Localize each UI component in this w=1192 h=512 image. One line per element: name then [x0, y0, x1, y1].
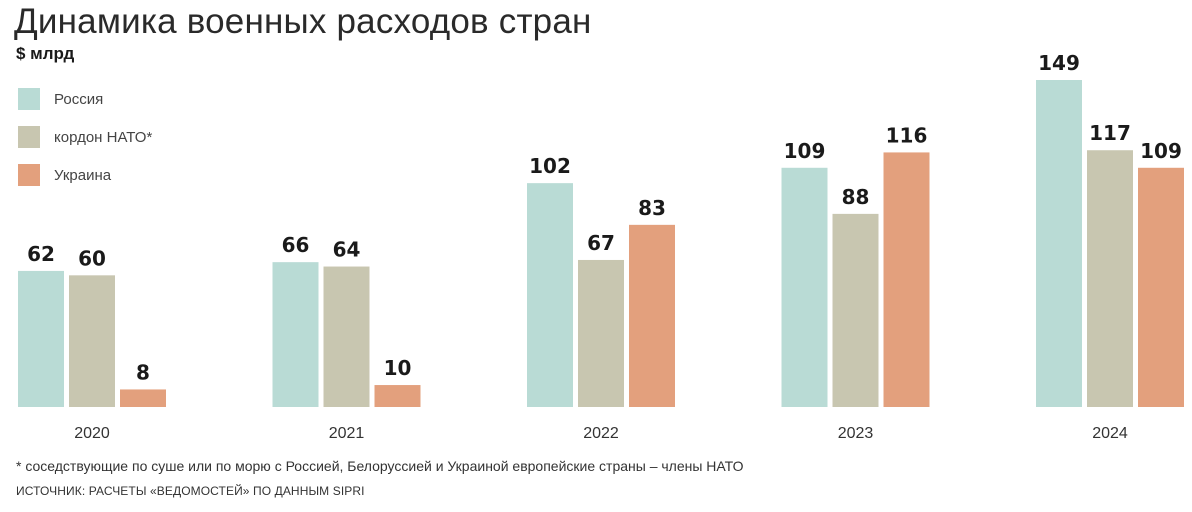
- legend-item-ukraine: Украина: [18, 156, 152, 194]
- bar-nato-2021: [323, 266, 370, 407]
- data-label-nato-2021: 64: [333, 238, 361, 262]
- data-label-russia-2024: 149: [1038, 51, 1080, 75]
- data-label-nato-2020: 60: [78, 246, 106, 270]
- data-label-nato-2022: 67: [587, 231, 615, 255]
- data-label-ukraine-2020: 8: [136, 360, 150, 384]
- bar-nato-2024: [1087, 150, 1133, 407]
- data-label-russia-2021: 66: [282, 233, 310, 257]
- data-label-ukraine-2022: 83: [638, 196, 666, 220]
- bar-ukraine-2022: [629, 224, 675, 407]
- x-tick-label-2020: 2020: [74, 425, 110, 442]
- data-label-nato-2023: 88: [842, 185, 870, 209]
- source-note: ИСТОЧНИК: РАСЧЕТЫ «ВЕДОМОСТЕЙ» ПО ДАННЫМ…: [16, 484, 365, 498]
- x-tick-label-2023: 2023: [838, 425, 874, 442]
- data-label-ukraine-2021: 10: [384, 356, 412, 380]
- data-label-ukraine-2024: 109: [1140, 139, 1182, 163]
- footnote: * соседствующие по суше или по морю с Ро…: [16, 458, 744, 474]
- x-tick-label-2021: 2021: [329, 425, 365, 442]
- bar-russia-2020: [18, 270, 64, 407]
- bar-russia-2021: [272, 262, 319, 407]
- legend-item-russia: Россия: [18, 80, 152, 118]
- legend: Россия кордон НАТО* Украина: [18, 80, 152, 194]
- chart-title: Динамика военных расходов стран: [14, 2, 592, 41]
- bar-chart: 62 60 8 2020 66 64 10 2021 102 67 83 2022 109 88 116 20…: [18, 51, 1184, 442]
- legend-label-nato: кордон НАТО*: [54, 128, 153, 146]
- bar-ukraine-2021: [374, 385, 421, 407]
- legend-label-russia: Россия: [54, 90, 104, 108]
- legend-swatch-ukraine: [18, 164, 40, 186]
- data-label-russia-2022: 102: [529, 154, 571, 178]
- x-tick-label-2024: 2024: [1092, 425, 1128, 442]
- bar-nato-2022: [578, 259, 624, 407]
- bar-nato-2023: [832, 213, 879, 407]
- bar-ukraine-2020: [120, 389, 166, 407]
- legend-swatch-nato: [18, 126, 40, 148]
- unit-label: $ млрд: [16, 44, 75, 63]
- data-label-nato-2024: 117: [1089, 121, 1131, 145]
- x-tick-label-2022: 2022: [583, 425, 619, 442]
- legend-item-nato: кордон НАТО*: [18, 118, 152, 156]
- legend-label-ukraine: Украина: [54, 166, 112, 184]
- bar-russia-2022: [527, 183, 573, 407]
- bar-russia-2024: [1036, 80, 1082, 407]
- legend-swatch-russia: [18, 88, 40, 110]
- bar-russia-2023: [781, 167, 828, 407]
- data-label-russia-2020: 62: [27, 242, 55, 266]
- data-label-russia-2023: 109: [784, 139, 826, 163]
- bar-nato-2020: [69, 275, 115, 407]
- bar-ukraine-2024: [1138, 167, 1184, 407]
- data-label-ukraine-2023: 116: [886, 123, 928, 147]
- bar-ukraine-2023: [883, 152, 930, 407]
